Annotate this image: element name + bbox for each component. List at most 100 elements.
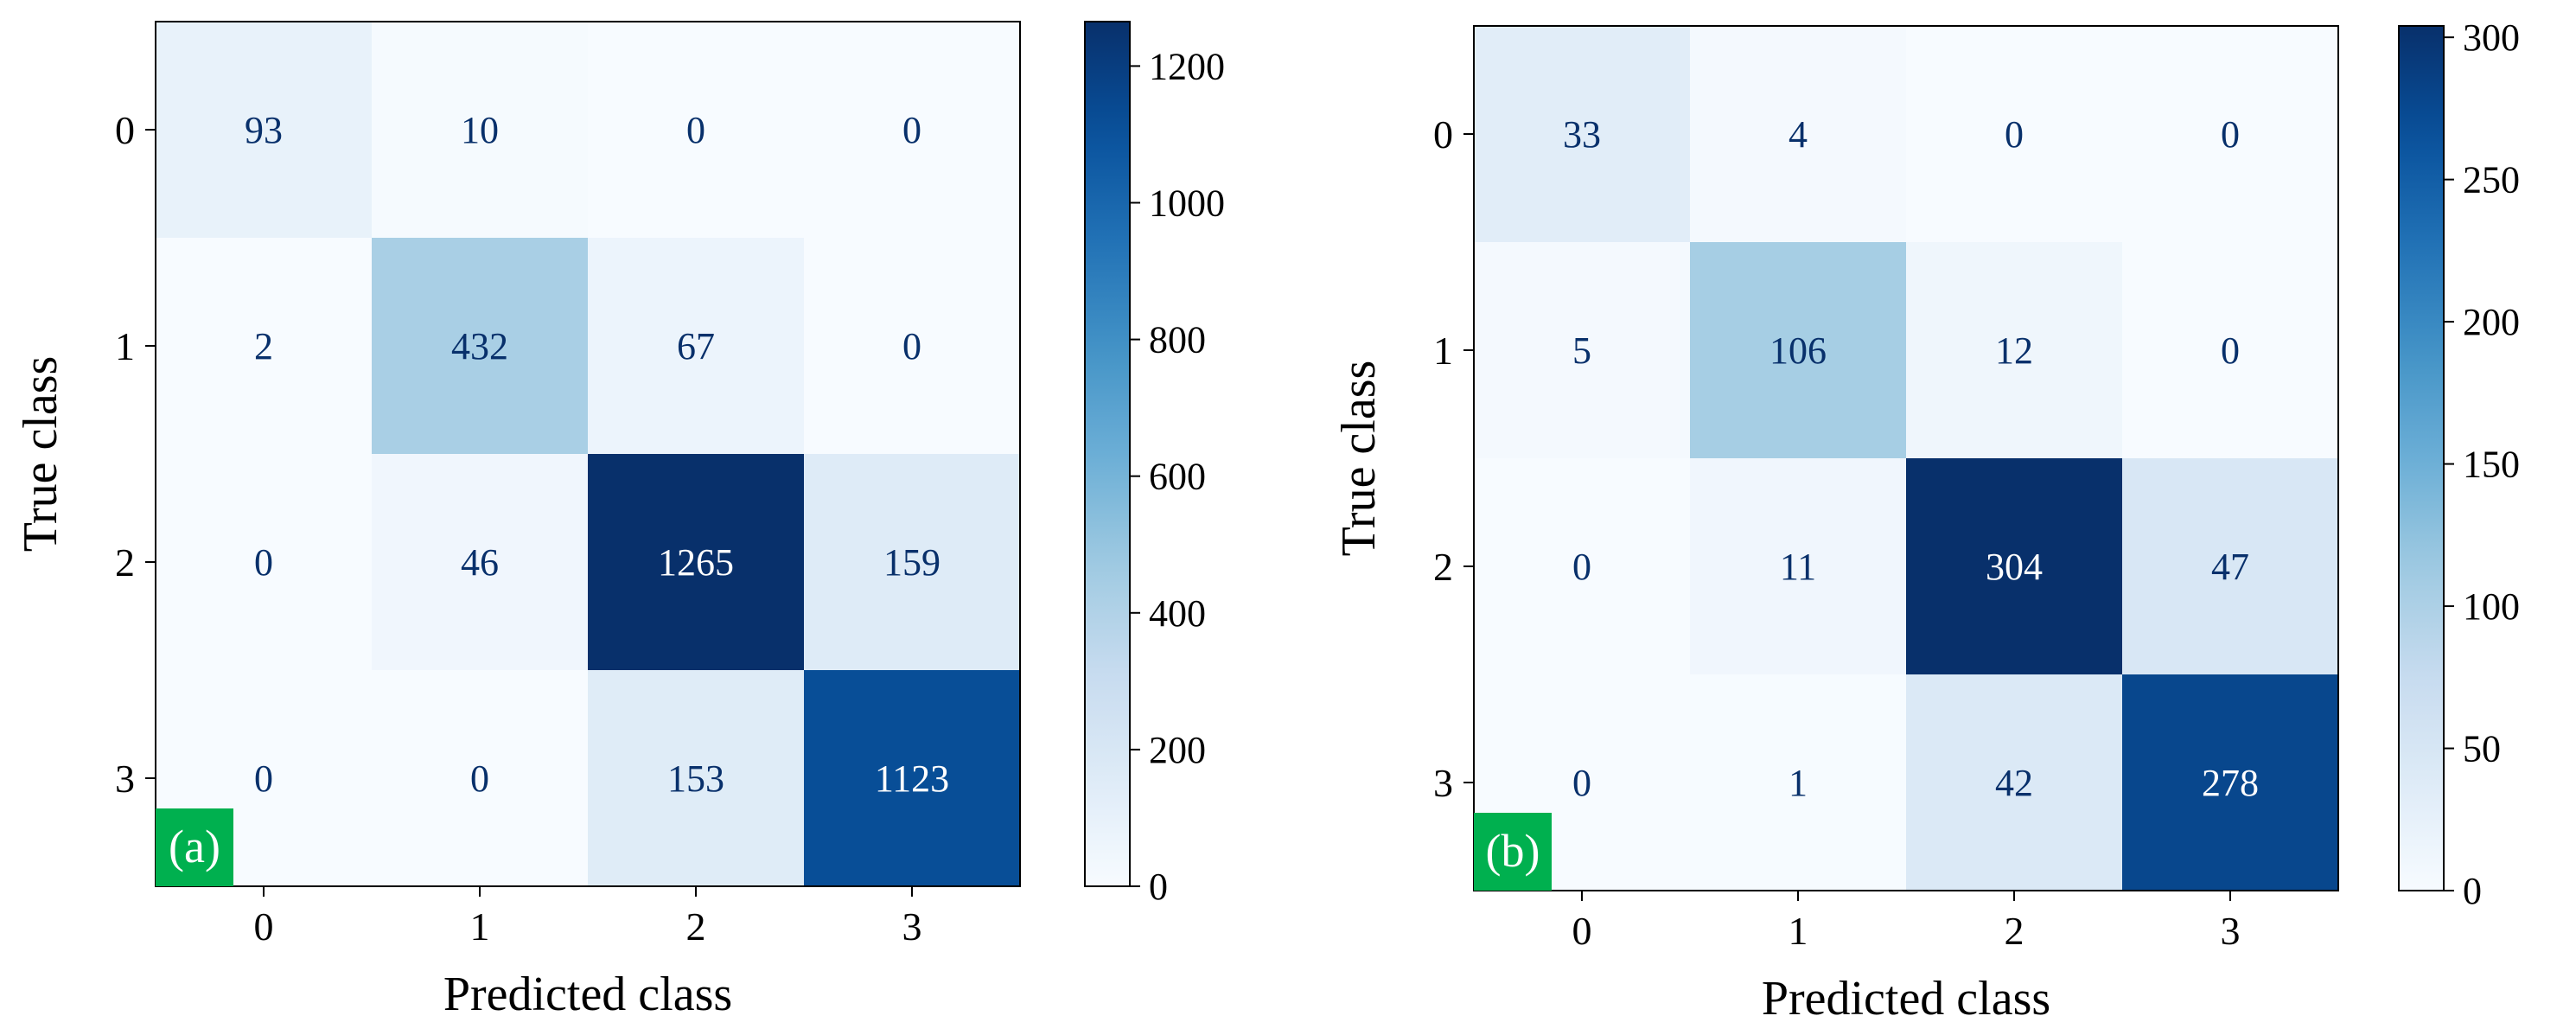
cell-value-label: 153 xyxy=(667,757,724,800)
colorbar-tick-label: 100 xyxy=(2463,585,2520,628)
cell-value-label: 42 xyxy=(1995,762,2033,804)
heatmap-cell xyxy=(804,670,1020,886)
heatmap-cell xyxy=(2122,458,2338,674)
heatmap-cell xyxy=(588,454,804,670)
cell-value-label: 12 xyxy=(1995,329,2033,372)
heatmap-cell xyxy=(156,238,372,454)
plot-frame xyxy=(1473,25,2339,891)
x-axis-label: Predicted class xyxy=(1762,972,2050,1025)
heatmap-cell xyxy=(372,22,588,238)
cell-value-label: 0 xyxy=(1572,546,1591,588)
heatmap-cell xyxy=(804,454,1020,670)
cell-value-label: 93 xyxy=(245,109,283,151)
heatmap-cell xyxy=(372,238,588,454)
cell-value-label: 5 xyxy=(1572,329,1591,372)
y-tick-label: 2 xyxy=(1433,545,1453,589)
cell-value-label: 67 xyxy=(677,325,715,367)
plot-frame xyxy=(155,21,1021,887)
cell-value-label: 0 xyxy=(902,109,921,151)
colorbar-tick-label: 400 xyxy=(1149,592,1206,635)
cell-value-label: 159 xyxy=(883,541,940,584)
y-axis-label: True class xyxy=(1332,361,1386,557)
colorbar-tick-label: 800 xyxy=(1149,319,1206,361)
cell-value-label: 0 xyxy=(686,109,705,151)
heatmap-cell xyxy=(156,22,372,238)
x-tick-label: 2 xyxy=(686,904,706,949)
y-tick-label: 2 xyxy=(115,540,135,585)
cell-value-label: 0 xyxy=(2005,113,2024,156)
cell-value-label: 0 xyxy=(254,757,273,800)
heatmap-cell xyxy=(1906,242,2122,458)
colorbar-tick-label: 150 xyxy=(2463,444,2520,486)
cell-value-label: 1265 xyxy=(658,541,734,584)
colorbar-tick-label: 250 xyxy=(2463,159,2520,201)
colorbar-tick-label: 600 xyxy=(1149,456,1206,498)
x-tick-label: 3 xyxy=(902,904,922,949)
heatmap-cell xyxy=(1474,458,1690,674)
cell-value-label: 304 xyxy=(1986,546,2043,588)
y-tick-label: 1 xyxy=(1433,329,1453,373)
heatmap-cell xyxy=(372,670,588,886)
cell-value-label: 106 xyxy=(1769,329,1827,372)
y-axis-label: True class xyxy=(14,356,67,553)
heatmap-cell xyxy=(156,454,372,670)
heatmap-cell xyxy=(588,670,804,886)
colorbar-tick-label: 300 xyxy=(2463,16,2520,59)
x-tick-label: 0 xyxy=(254,904,274,949)
cell-value-label: 1 xyxy=(1789,762,1808,804)
colorbar-tick-label: 0 xyxy=(2463,870,2482,912)
heatmap-cell xyxy=(1906,26,2122,242)
x-tick-label: 1 xyxy=(470,904,490,949)
cell-value-label: 432 xyxy=(451,325,508,367)
heatmap-cell xyxy=(804,22,1020,238)
cell-value-label: 0 xyxy=(254,541,273,584)
cell-value-label: 0 xyxy=(470,757,489,800)
heatmap-cell xyxy=(1690,242,1906,458)
x-tick-label: 1 xyxy=(1789,909,1808,953)
colorbar-tick-label: 200 xyxy=(2463,301,2520,343)
x-tick-label: 0 xyxy=(1572,909,1592,953)
heatmap-cell xyxy=(1690,674,1906,891)
heatmap-cell xyxy=(804,238,1020,454)
y-tick-label: 0 xyxy=(115,108,135,152)
cell-value-label: 0 xyxy=(1572,762,1591,804)
cell-value-label: 1123 xyxy=(875,757,949,800)
heatmap-cell xyxy=(2122,674,2338,891)
x-axis-label: Predicted class xyxy=(443,968,732,1021)
heatmap-cell xyxy=(1906,458,2122,674)
cell-value-label: 0 xyxy=(2221,329,2240,372)
panel-label-badge xyxy=(1474,813,1552,891)
heatmap-cell xyxy=(1474,26,1690,242)
panel-label: (b) xyxy=(1486,825,1540,877)
colorbar-tick-label: 50 xyxy=(2463,728,2501,770)
cell-value-label: 10 xyxy=(461,109,499,151)
x-tick-label: 3 xyxy=(2221,909,2241,953)
panel-label: (a) xyxy=(169,821,220,872)
x-tick-label: 2 xyxy=(2005,909,2024,953)
cell-value-label: 2 xyxy=(254,325,273,367)
heatmap-cell xyxy=(1690,458,1906,674)
y-tick-label: 3 xyxy=(115,757,135,801)
heatmap-cell xyxy=(1690,26,1906,242)
cell-value-label: 278 xyxy=(2202,762,2259,804)
y-tick-label: 3 xyxy=(1433,761,1453,805)
colorbar xyxy=(1084,21,1131,887)
cell-value-label: 11 xyxy=(1780,546,1816,588)
panel-label-badge xyxy=(156,808,233,886)
cell-value-label: 47 xyxy=(2211,546,2249,588)
colorbar-tick-label: 200 xyxy=(1149,729,1206,771)
cell-value-label: 4 xyxy=(1789,113,1808,156)
colorbar xyxy=(2398,25,2445,891)
colorbar-tick-label: 1000 xyxy=(1149,182,1225,224)
heatmap-cell xyxy=(2122,242,2338,458)
heatmap-cell xyxy=(2122,26,2338,242)
cell-value-label: 0 xyxy=(902,325,921,367)
cell-value-label: 0 xyxy=(2221,113,2240,156)
heatmap-cell xyxy=(588,238,804,454)
cell-value-label: 46 xyxy=(461,541,499,584)
heatmap-cell xyxy=(588,22,804,238)
colorbar-tick-label: 1200 xyxy=(1149,45,1225,87)
